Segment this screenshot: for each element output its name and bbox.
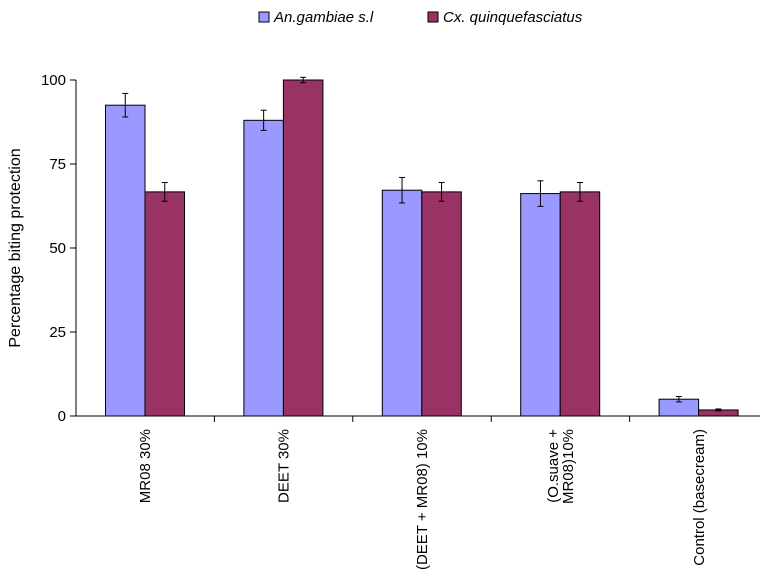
bar bbox=[144, 191, 185, 417]
y-tick-label: 0 bbox=[58, 408, 66, 425]
legend-label-series-1: An.gambiae s.l bbox=[273, 9, 374, 26]
y-tick-label: 25 bbox=[49, 324, 66, 341]
bar bbox=[559, 191, 601, 417]
x-category-label: DEET 30% bbox=[276, 429, 293, 503]
legend-swatch-series-1 bbox=[258, 11, 270, 23]
x-category-label: MR08 30% bbox=[137, 429, 154, 503]
x-category-label: (DEET + MR08) 10% bbox=[414, 429, 431, 570]
y-axis-title: Percentage biting protection bbox=[7, 148, 24, 347]
legend-label-series-2: Cx. quinquefasciatus bbox=[443, 9, 583, 26]
x-category-label: (O.suave + bbox=[545, 429, 562, 503]
bar bbox=[105, 104, 146, 417]
legend-swatch-series-2 bbox=[427, 11, 439, 23]
bar bbox=[381, 189, 423, 417]
x-category-label: MR08)10% bbox=[560, 429, 577, 504]
bar bbox=[243, 119, 284, 417]
bar bbox=[520, 193, 561, 417]
plot-area: 0 25 50 75 100 MR08 30% DEET 30% (DEET + MR08) … bbox=[41, 72, 760, 570]
x-category-label: Control (basecream) bbox=[691, 429, 708, 566]
bar bbox=[282, 79, 324, 417]
legend: An.gambiae s.l Cx. quinquefasciatus bbox=[258, 9, 583, 26]
y-tick-label: 75 bbox=[49, 156, 66, 173]
y-tick-label: 50 bbox=[49, 240, 66, 257]
y-tick-label: 100 bbox=[41, 72, 66, 89]
bar bbox=[421, 191, 462, 417]
